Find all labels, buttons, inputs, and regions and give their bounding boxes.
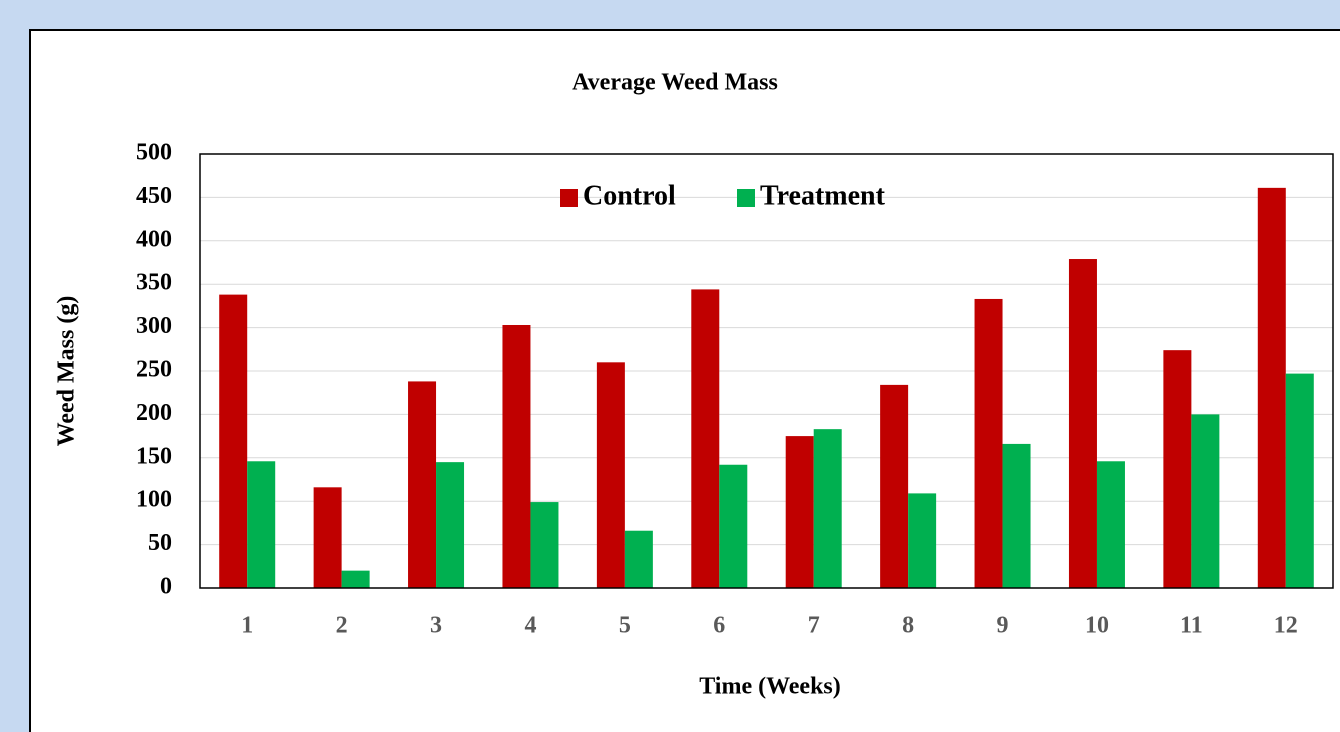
bar xyxy=(1257,187,1286,589)
bar xyxy=(408,381,437,588)
bar xyxy=(247,461,276,588)
bar xyxy=(436,462,465,588)
y-tick-label: 450 xyxy=(136,183,172,209)
x-tick-label: 1 xyxy=(241,613,253,639)
legend-swatch xyxy=(737,189,755,207)
x-tick-label: 2 xyxy=(336,613,348,639)
x-tick-label: 11 xyxy=(1180,613,1203,639)
bar xyxy=(1096,461,1125,588)
y-tick-label: 500 xyxy=(136,140,172,166)
y-tick-label: 50 xyxy=(148,530,172,556)
chart-area xyxy=(29,29,1340,732)
x-tick-label: 12 xyxy=(1274,613,1298,639)
y-tick-label: 300 xyxy=(136,313,172,339)
y-tick-label: 400 xyxy=(136,226,172,252)
bar xyxy=(624,530,653,588)
y-axis-title: Weed Mass (g) xyxy=(54,296,80,447)
x-tick-label: 4 xyxy=(524,613,536,639)
bar xyxy=(974,298,1003,588)
legend-label: Treatment xyxy=(760,180,886,211)
bar xyxy=(719,464,748,588)
bar xyxy=(596,362,625,588)
bar xyxy=(341,570,370,588)
bar xyxy=(530,502,559,588)
bar xyxy=(908,493,937,588)
x-tick-label: 10 xyxy=(1085,613,1109,639)
x-tick-label: 6 xyxy=(713,613,725,639)
x-tick-label: 9 xyxy=(997,613,1009,639)
y-tick-label: 100 xyxy=(136,487,172,513)
x-tick-label: 7 xyxy=(808,613,820,639)
y-tick-label: 350 xyxy=(136,270,172,296)
bar xyxy=(502,324,531,588)
legend-label: Control xyxy=(583,180,676,211)
bar xyxy=(785,436,814,588)
x-tick-label: 3 xyxy=(430,613,442,639)
bar xyxy=(1068,259,1097,588)
bar xyxy=(1002,443,1031,588)
y-tick-label: 0 xyxy=(160,574,172,600)
bar xyxy=(219,294,248,588)
x-tick-label: 5 xyxy=(619,613,631,639)
legend-swatch xyxy=(560,189,578,207)
x-tick-label: 8 xyxy=(902,613,914,639)
y-tick-label: 150 xyxy=(136,443,172,469)
bar xyxy=(1285,373,1314,588)
y-tick-label: 250 xyxy=(136,357,172,383)
plot-border xyxy=(199,153,1334,589)
x-axis-title: Time (Weeks) xyxy=(699,674,841,700)
bar xyxy=(1191,414,1220,588)
bar xyxy=(313,487,342,588)
bar xyxy=(813,429,842,588)
y-tick-label: 200 xyxy=(136,400,172,426)
bar xyxy=(691,289,720,588)
chart-title: Average Weed Mass xyxy=(572,70,778,96)
bar xyxy=(1163,350,1192,588)
bar xyxy=(880,384,909,588)
